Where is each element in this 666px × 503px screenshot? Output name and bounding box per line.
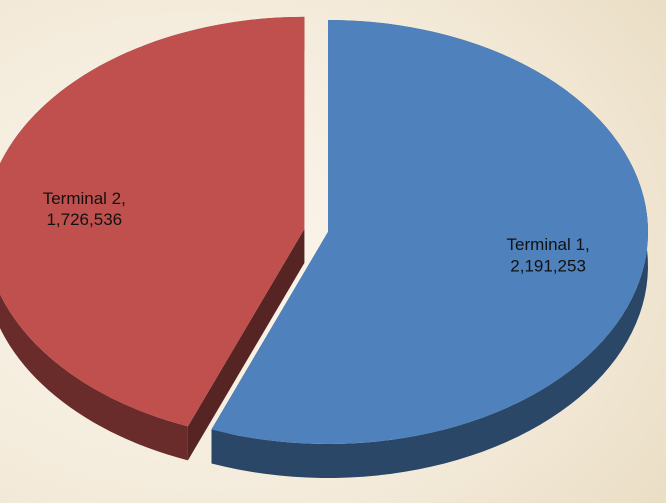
data-label: Terminal 2, 1,726,536 — [43, 189, 126, 229]
data-label-category: Terminal 1, — [507, 235, 590, 254]
slice-wall — [187, 228, 305, 461]
pie-slice — [0, 16, 305, 427]
data-label: Terminal 1, 2,191,253 — [507, 235, 590, 275]
pie-slice — [211, 20, 649, 444]
data-label-value: 2,191,253 — [510, 256, 586, 275]
data-label-category: Terminal 2, — [43, 189, 126, 208]
data-label-value: 1,726,536 — [46, 210, 122, 229]
